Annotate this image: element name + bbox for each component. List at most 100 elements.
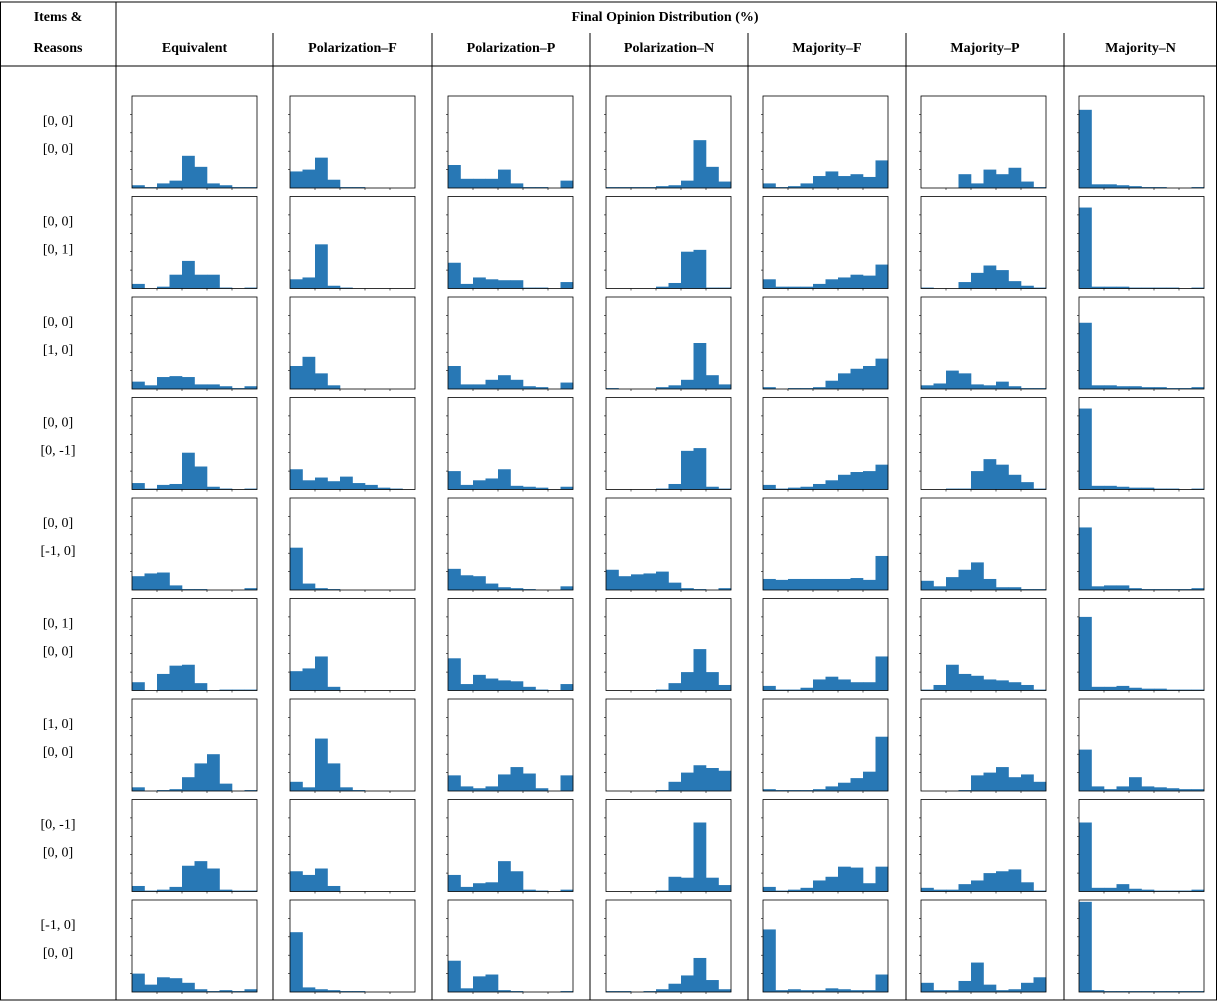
histogram-bar <box>958 282 972 289</box>
histogram-bar <box>933 684 947 691</box>
histogram-bar <box>706 287 719 289</box>
histogram-bar <box>800 887 814 892</box>
plot-frame <box>289 397 416 490</box>
histogram-bar <box>1154 890 1167 892</box>
histogram-bar <box>182 589 195 590</box>
histogram-bar <box>1166 689 1180 691</box>
histogram-bar <box>1008 682 1022 691</box>
histogram-bar <box>302 480 316 490</box>
histogram-bar <box>1079 408 1092 490</box>
histogram-bar <box>448 874 461 892</box>
histogram-bar <box>169 274 183 289</box>
histogram-bar <box>971 471 984 490</box>
histogram-bar <box>763 929 776 992</box>
histogram-panel <box>761 899 889 994</box>
histogram-bar <box>996 587 1009 590</box>
histogram-bar <box>290 781 303 791</box>
histogram-bar <box>681 975 694 992</box>
histogram-bar <box>1008 869 1022 892</box>
histogram-bar <box>1021 882 1034 892</box>
histogram-bar <box>290 279 303 289</box>
histogram-bar <box>448 471 461 490</box>
histogram-bar <box>1008 167 1022 188</box>
histogram-bar <box>1091 990 1105 992</box>
histogram-panel <box>761 598 889 693</box>
histogram-bar <box>448 960 461 992</box>
histogram-bar <box>606 187 619 188</box>
histogram-bar <box>352 991 366 992</box>
plot-frame <box>289 799 416 892</box>
histogram-bar <box>194 763 208 791</box>
row-label-reasons: [0, 1] <box>43 243 73 258</box>
histogram-bar <box>825 578 839 590</box>
histogram-bar <box>315 244 328 289</box>
histogram-bar <box>933 990 947 992</box>
histogram-panel <box>919 598 1047 693</box>
histogram-bar <box>933 586 947 590</box>
histogram-bar <box>244 287 258 289</box>
histogram-bar <box>850 867 864 892</box>
histogram-bar <box>921 580 934 590</box>
histogram-bar <box>498 680 511 691</box>
histogram-bar <box>693 589 707 590</box>
histogram-bar <box>656 186 669 188</box>
histogram-bar <box>850 990 864 992</box>
histogram-bar <box>693 649 707 691</box>
histogram-bar <box>838 176 851 188</box>
histogram-bar <box>788 286 801 289</box>
plot-frame <box>131 196 258 289</box>
histogram-bar <box>863 682 876 691</box>
histogram-bar <box>800 687 814 691</box>
histogram-panel <box>604 296 732 391</box>
histogram-panel <box>446 799 574 894</box>
histogram-bar <box>232 991 245 992</box>
histogram-bar <box>971 183 984 188</box>
histogram-bar <box>1141 287 1155 289</box>
histogram-bar <box>498 587 511 590</box>
histogram-bar <box>327 179 341 188</box>
histogram-bar <box>800 183 814 188</box>
histogram-bar <box>681 379 694 389</box>
histogram-bar <box>1104 686 1117 691</box>
histogram-bar <box>693 343 707 389</box>
histogram-bar <box>1116 786 1130 791</box>
histogram-bar <box>510 991 524 992</box>
row-label-items: [0, 0] <box>43 416 73 431</box>
row-label-reasons: [0, 0] <box>43 745 73 760</box>
histogram-bar <box>1021 388 1034 389</box>
histogram-bar <box>763 789 776 791</box>
histogram-bar <box>1033 287 1047 289</box>
plot-frame <box>131 598 258 691</box>
histogram-bar <box>850 472 864 490</box>
histogram-bar <box>535 689 549 691</box>
histogram-panel <box>288 899 416 994</box>
histogram-panel <box>446 397 574 492</box>
histogram-bar <box>1116 286 1130 289</box>
histogram-bar <box>535 387 549 389</box>
histogram-bar <box>1154 187 1167 188</box>
histogram-bar <box>813 679 826 691</box>
plot-frame <box>131 95 258 189</box>
histogram-bar <box>510 183 524 188</box>
histogram-bar <box>1021 181 1034 188</box>
plot-frame <box>605 196 732 289</box>
histogram-bar <box>693 957 707 992</box>
plot-frame <box>605 397 732 490</box>
histogram-bar <box>498 280 511 289</box>
histogram-bar <box>875 866 889 892</box>
histogram-bar <box>838 277 851 289</box>
histogram-bar <box>971 880 984 892</box>
histogram-bar <box>1129 777 1142 791</box>
histogram-bar <box>1141 589 1155 590</box>
histogram-bar <box>485 882 499 892</box>
histogram-bar <box>875 160 889 188</box>
histogram-bar <box>560 775 574 791</box>
histogram-bar <box>1104 485 1117 490</box>
row-label-items: [0, 0] <box>43 315 73 330</box>
histogram-bar <box>157 673 170 691</box>
histogram-bar <box>875 358 889 389</box>
histogram-bar <box>327 285 341 289</box>
histogram-bar <box>1033 187 1047 188</box>
histogram-bar <box>1166 287 1180 289</box>
histogram-bar <box>219 185 233 188</box>
